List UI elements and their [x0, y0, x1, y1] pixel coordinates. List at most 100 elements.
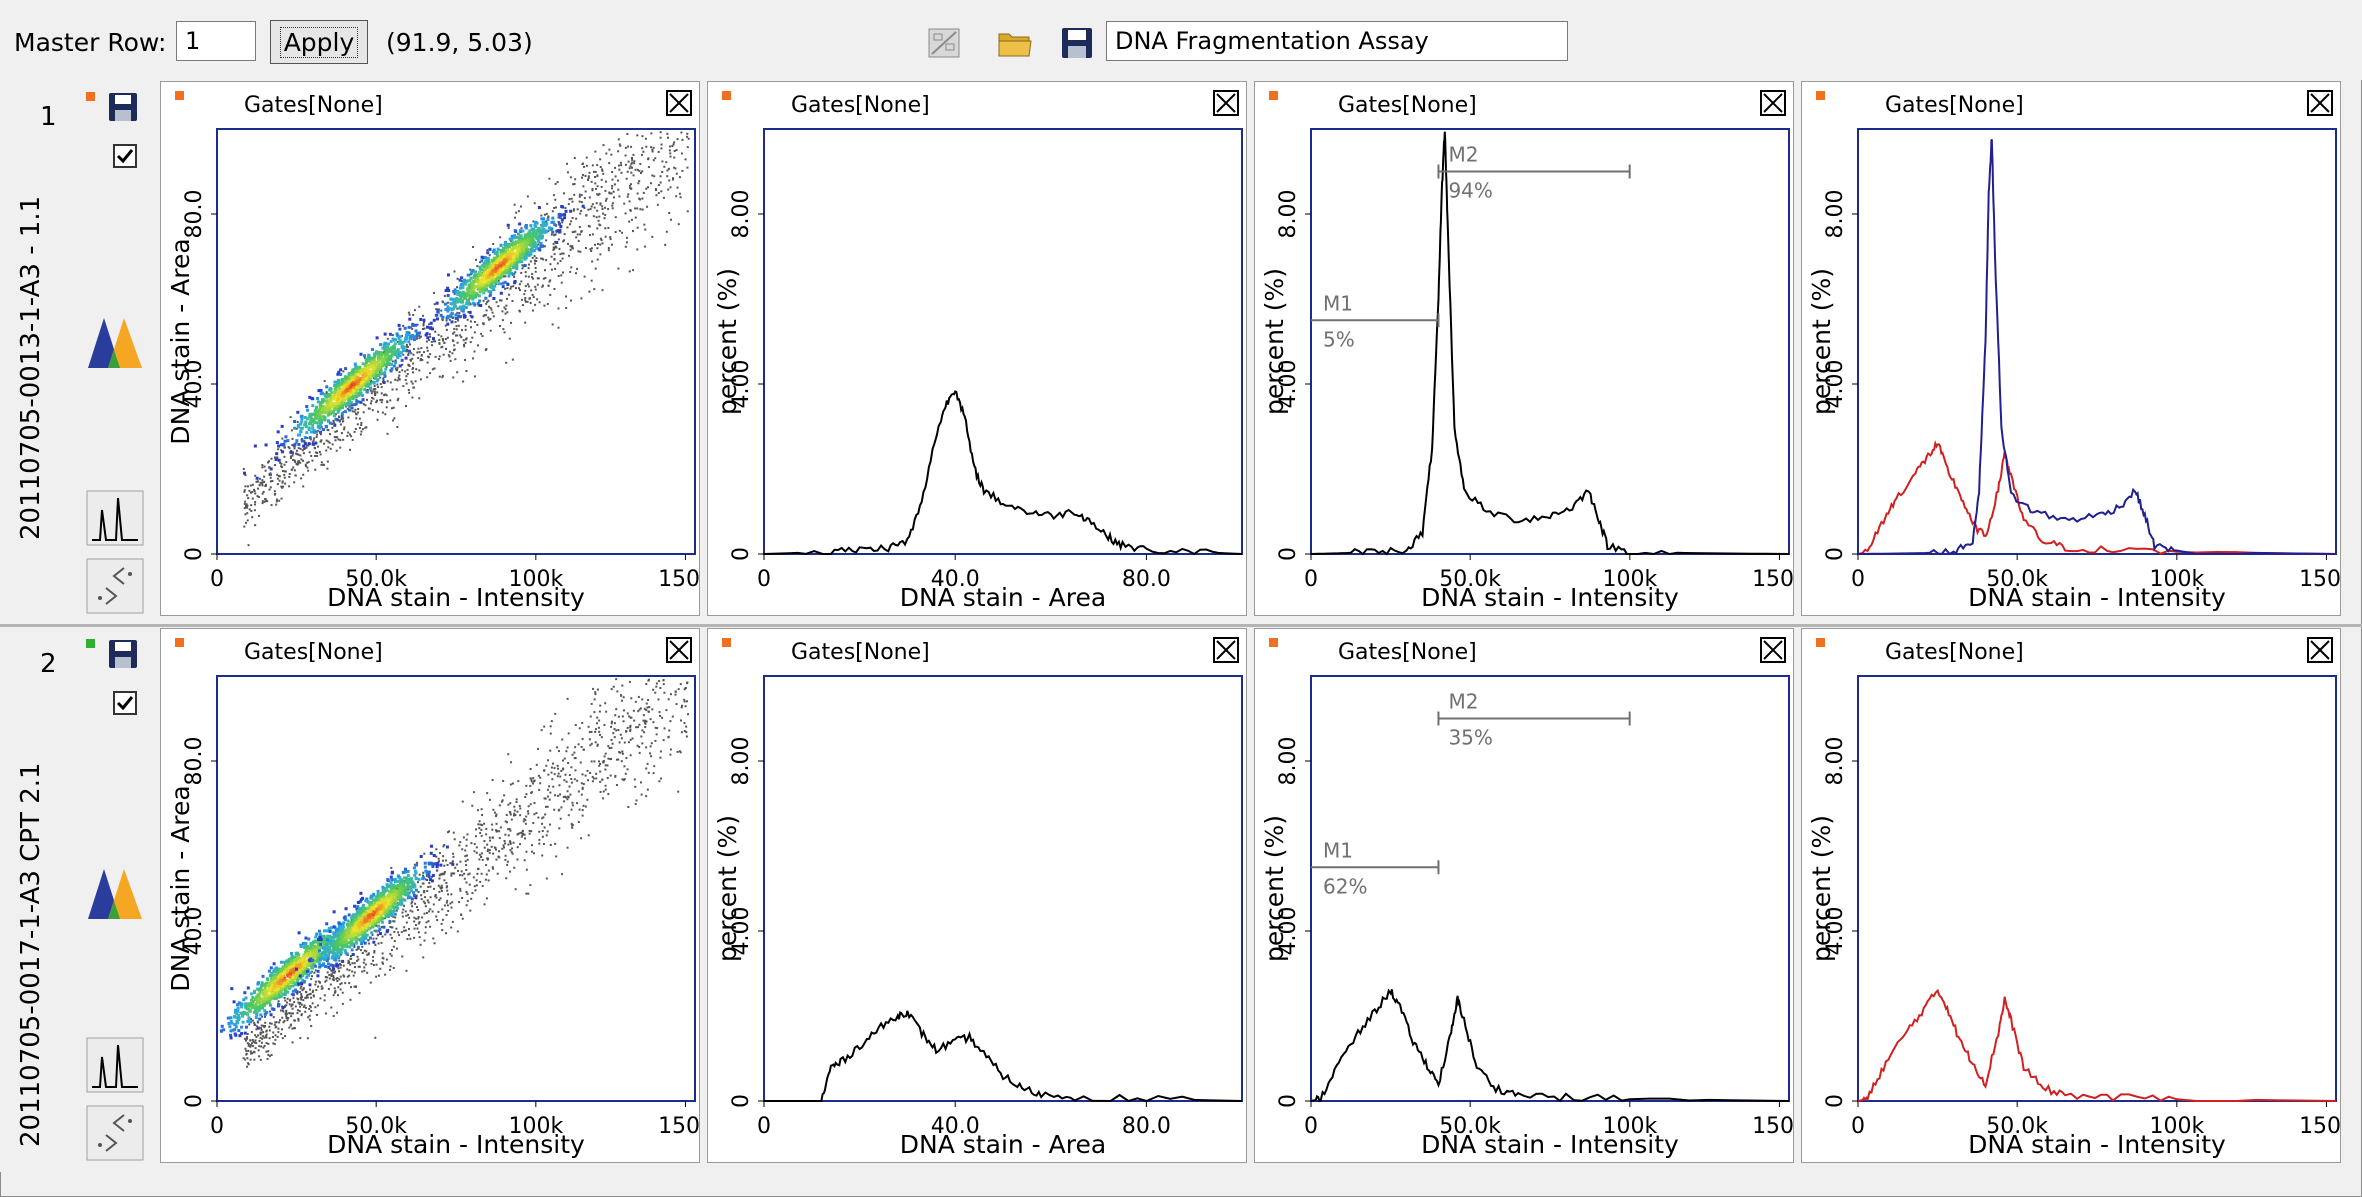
data-point: [324, 399, 328, 403]
data-point: [348, 408, 352, 412]
data-point: [347, 416, 350, 419]
plot-area[interactable]: [763, 128, 1243, 555]
data-point: [251, 1045, 254, 1048]
data-point: [322, 408, 326, 412]
master-row-input[interactable]: [176, 21, 256, 61]
data-point: [578, 808, 581, 811]
data-point: [300, 477, 303, 480]
data-point: [465, 904, 468, 907]
histogram-icon[interactable]: [86, 1037, 144, 1093]
data-point: [386, 345, 390, 349]
data-point: [451, 352, 454, 355]
data-point: [596, 688, 599, 691]
plot-area[interactable]: [216, 675, 696, 1102]
data-point: [659, 181, 662, 184]
data-point: [629, 754, 632, 757]
data-point: [545, 220, 548, 223]
data-point: [371, 390, 374, 393]
data-point: [573, 193, 576, 196]
data-point: [483, 256, 487, 260]
data-point: [480, 828, 483, 831]
data-point: [587, 779, 590, 782]
close-icon[interactable]: [2307, 90, 2333, 116]
data-point: [625, 757, 628, 760]
data-point: [579, 212, 582, 215]
data-point: [604, 213, 607, 216]
data-point: [383, 371, 387, 375]
close-icon[interactable]: [666, 637, 692, 663]
data-point: [574, 230, 577, 233]
open-folder-icon[interactable]: [996, 24, 1034, 62]
data-point: [641, 135, 644, 138]
data-point: [487, 879, 490, 882]
data-point: [360, 393, 364, 397]
data-point: [659, 686, 662, 689]
row-save-icon[interactable]: [106, 637, 140, 671]
data-point: [349, 388, 353, 392]
data-point: [297, 1019, 300, 1022]
save-icon[interactable]: [1058, 24, 1096, 62]
gate-tools-icon[interactable]: [86, 558, 144, 614]
data-point: [280, 465, 283, 468]
data-point: [228, 1025, 232, 1029]
data-point: [291, 437, 294, 440]
data-point: [355, 417, 358, 420]
data-point: [335, 430, 338, 433]
data-point: [644, 137, 647, 140]
data-point: [316, 396, 320, 400]
data-point: [373, 360, 377, 364]
data-point: [376, 355, 380, 359]
overlay-histogram-icon[interactable]: [86, 312, 144, 370]
data-point: [525, 235, 529, 239]
data-point: [588, 225, 591, 228]
row-save-icon[interactable]: [106, 90, 140, 124]
data-point: [538, 301, 541, 304]
data-point: [413, 916, 416, 919]
data-point: [494, 264, 498, 268]
data-point: [501, 847, 504, 850]
row-1-checkbox[interactable]: [113, 144, 137, 168]
assay-name-field[interactable]: [1106, 21, 1568, 61]
overlay-histogram-icon[interactable]: [86, 863, 144, 921]
clear-layout-icon[interactable]: [926, 24, 964, 62]
plot-area[interactable]: [1310, 128, 1790, 555]
histogram-trace: [1310, 131, 1790, 556]
data-point: [641, 729, 644, 732]
close-icon[interactable]: [1213, 90, 1239, 116]
plot-area[interactable]: [216, 128, 696, 555]
apply-button[interactable]: Apply: [270, 20, 368, 64]
data-point: [518, 832, 521, 835]
data-point: [443, 879, 446, 882]
data-point: [403, 326, 407, 330]
data-point: [497, 305, 500, 308]
close-icon[interactable]: [1760, 90, 1786, 116]
data-point: [617, 188, 620, 191]
row-2-checkbox[interactable]: [113, 691, 137, 715]
data-point: [529, 248, 532, 251]
plot-area[interactable]: [1857, 128, 2337, 555]
panel-indicator: [1816, 91, 1825, 100]
data-point: [249, 484, 252, 487]
histogram-icon[interactable]: [86, 490, 144, 546]
plot-panel[interactable]: Gates[None] 0 40.0 80.0 0 4.00 8.00 DNA stain -…: [707, 81, 1247, 616]
data-point: [611, 207, 614, 210]
data-point: [501, 269, 505, 273]
close-icon[interactable]: [666, 90, 692, 116]
data-point: [460, 276, 464, 280]
data-point: [673, 141, 676, 144]
data-point: [383, 394, 386, 397]
gate-tools-icon[interactable]: [86, 1105, 144, 1161]
data-point: [296, 1012, 299, 1015]
data-point: [594, 728, 597, 731]
data-point: [321, 428, 325, 432]
data-point: [365, 370, 369, 374]
data-point: [461, 874, 464, 877]
data-point: [538, 248, 542, 252]
data-point: [686, 135, 689, 138]
data-point: [466, 289, 470, 293]
